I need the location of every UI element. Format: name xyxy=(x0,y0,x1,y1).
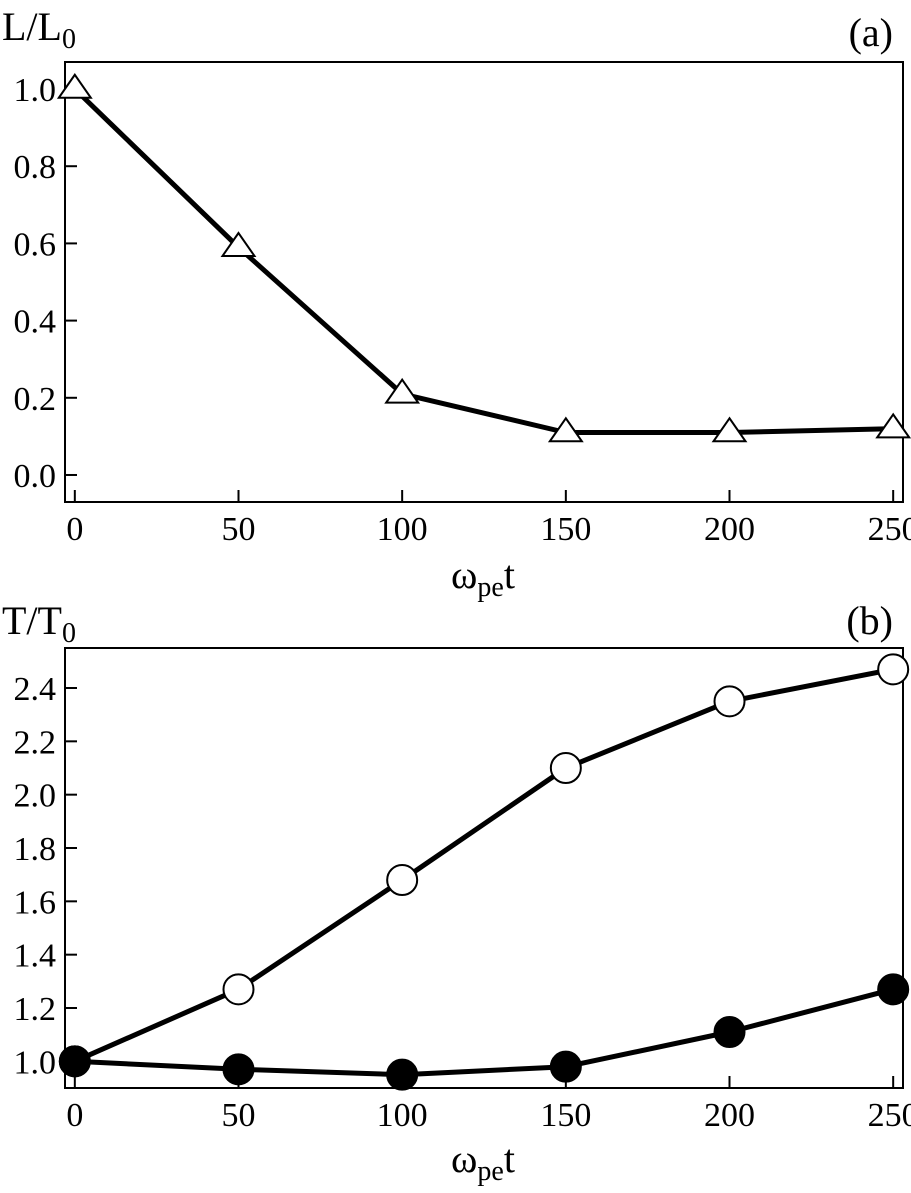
x-tick-label: 50 xyxy=(221,1097,255,1134)
data-point-triangle xyxy=(875,412,911,439)
x-tick-label: 0 xyxy=(66,511,83,548)
x-ticks-b: 0 50 100 150 200 250 xyxy=(66,1076,911,1134)
y-tick-label: 1.8 xyxy=(14,831,57,868)
y-tick-label: 0.2 xyxy=(14,381,57,418)
panel-label-b: (b) xyxy=(846,598,893,643)
x-tick-label: 250 xyxy=(868,1097,911,1134)
x-axis-title-sub-a: pe xyxy=(477,572,503,603)
series-line-1 xyxy=(73,87,894,435)
x-tick-label: 250 xyxy=(868,511,911,548)
y-tick-label: 1.2 xyxy=(14,991,57,1028)
y-ticks-a: 0.0 0.2 0.4 0.6 0.8 1.0 xyxy=(14,72,77,495)
panel-label-a: (a) xyxy=(849,10,893,55)
y-tick-label: 0.6 xyxy=(14,226,57,263)
x-tick-label: 100 xyxy=(377,511,428,548)
x-tick-label: 200 xyxy=(704,1097,755,1134)
x-tick-label: 100 xyxy=(377,1097,428,1134)
x-axis-title-main-b: ω xyxy=(451,1136,477,1181)
y-tick-label: 1.0 xyxy=(14,1044,57,1081)
y-axis-title-main-a: L/L xyxy=(2,4,62,49)
data-point-open-circle xyxy=(549,752,582,784)
data-point-triangle xyxy=(56,73,93,99)
series-line-1 xyxy=(73,666,894,1064)
x-axis-title-a: ωpet xyxy=(451,552,515,603)
x-tick-label: 150 xyxy=(540,511,591,548)
x-tick-label: 150 xyxy=(540,1097,591,1134)
data-point-filled-circle xyxy=(713,1016,746,1048)
x-tick-label: 200 xyxy=(704,511,755,548)
series-a xyxy=(56,73,911,443)
y-axis-title-main-b: T/T xyxy=(2,598,62,643)
y-axis-title-sub-a: 0 xyxy=(62,24,76,55)
data-point-open-circle xyxy=(877,653,910,686)
x-axis-title-tail-b: t xyxy=(504,1136,515,1181)
y-tick-label: 1.4 xyxy=(14,938,57,975)
data-point-triangle xyxy=(547,416,584,443)
y-tick-label: 1.6 xyxy=(14,884,57,921)
data-point-open-circle xyxy=(713,685,746,718)
y-axis-title-b: T/T0 xyxy=(2,598,76,649)
x-axis-title-tail-a: t xyxy=(504,552,515,597)
data-point-open-circle xyxy=(386,864,419,896)
y-tick-label: 2.0 xyxy=(14,778,57,815)
y-axis-title-a: L/L0 xyxy=(2,4,76,55)
data-point-filled-circle xyxy=(222,1053,255,1086)
data-point-filled-circle xyxy=(549,1050,582,1083)
data-point-open-circle xyxy=(222,973,255,1006)
data-point-triangle xyxy=(220,231,257,258)
data-point-triangle xyxy=(711,416,748,443)
y-tick-label: 2.2 xyxy=(14,724,57,761)
y-tick-label: 0.4 xyxy=(14,304,57,341)
panel-a: (a) L/L0 ωpet 0 50 100 150 200 250 0.00.20.40… xyxy=(2,4,911,603)
plot-frame-b xyxy=(64,647,904,1089)
x-ticks-a: 0 50 100 150 200 250 xyxy=(66,490,911,548)
panel-b: (b) T/T0 ωpet 0 50 100 150 200 250 1.01.21.41… xyxy=(2,598,911,1187)
series-b xyxy=(58,653,910,1091)
x-axis-title-b: ωpet xyxy=(451,1136,515,1187)
x-tick-label: 50 xyxy=(221,511,255,548)
y-axis-title-sub-b: 0 xyxy=(62,618,76,649)
y-tick-label: 0.0 xyxy=(14,458,57,495)
x-axis-title-main-a: ω xyxy=(451,552,477,597)
y-tick-label: 0.8 xyxy=(14,149,57,186)
data-point-triangle xyxy=(384,377,421,404)
x-axis-title-sub-b: pe xyxy=(477,1156,503,1187)
series-line-2 xyxy=(74,986,894,1078)
y-tick-label: 2.4 xyxy=(14,671,57,708)
plot-frame-a xyxy=(64,61,904,503)
y-tick-label: 1.0 xyxy=(14,72,57,109)
data-point-filled-circle xyxy=(877,973,910,1006)
y-ticks-b: 1.0 1.2 1.4 1.6 1.8 2.0 2.2 2.4 xyxy=(14,671,77,1081)
data-point-filled-circle xyxy=(386,1058,419,1091)
x-tick-label: 0 xyxy=(66,1097,83,1134)
data-point-filled-circle xyxy=(58,1045,91,1078)
